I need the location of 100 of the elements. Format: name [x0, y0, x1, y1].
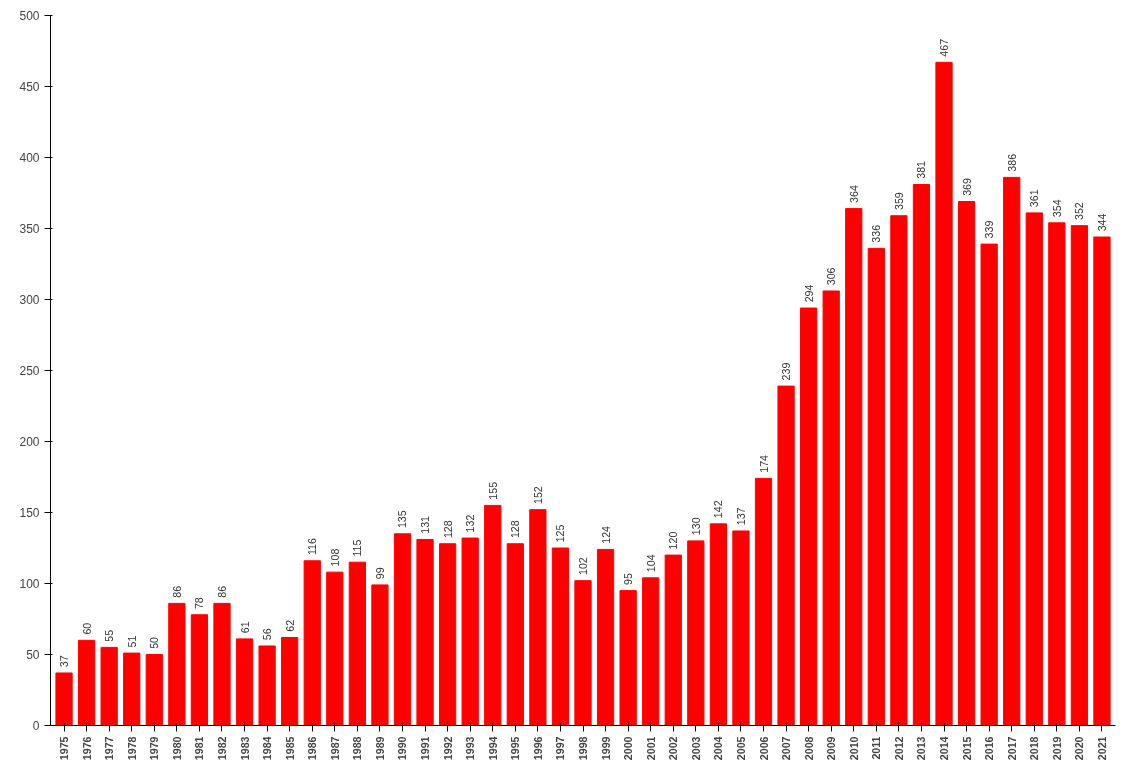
bar	[732, 530, 750, 726]
x-tick-label: 2018	[1028, 736, 1041, 761]
data-label: 381	[915, 160, 928, 179]
bar	[506, 543, 524, 726]
bar	[596, 548, 615, 726]
x-tick-label: 2019	[1050, 736, 1063, 761]
x-tick-label: 1993	[464, 736, 477, 761]
data-label: 124	[599, 525, 612, 544]
x-tick-label: 1996	[531, 736, 544, 761]
y-tick-label: 0	[32, 719, 40, 733]
bar	[123, 652, 141, 726]
x-tick-label: 1991	[419, 736, 432, 761]
x-tick-label: 1976	[80, 736, 93, 761]
data-label: 56	[261, 628, 274, 641]
x-tick-label: 1994	[486, 736, 499, 761]
x-tick-label: 2001	[644, 736, 657, 761]
data-label: 104	[644, 554, 657, 573]
x-tick-label: 1984	[261, 736, 274, 761]
data-label: 294	[802, 284, 815, 303]
bar	[980, 243, 998, 726]
x-tick-label: 2000	[622, 736, 635, 761]
data-label: 37	[58, 655, 71, 668]
x-tick-label: 2017	[1005, 736, 1018, 761]
data-label: 128	[441, 520, 454, 539]
data-label: 354	[1050, 199, 1063, 218]
bar	[935, 61, 953, 726]
data-label: 99	[373, 567, 386, 580]
bar	[484, 504, 502, 726]
bar	[145, 654, 163, 726]
data-label: 386	[1005, 153, 1018, 172]
bar	[213, 602, 231, 726]
x-tick-label: 1986	[306, 736, 319, 761]
x-tick-label: 1989	[373, 736, 386, 761]
data-label: 61	[238, 621, 251, 634]
data-label: 78	[193, 597, 206, 610]
x-tick-label: 1990	[396, 736, 409, 761]
bar	[845, 208, 863, 726]
data-label: 132	[464, 514, 477, 533]
x-tick-label: 2010	[847, 736, 860, 761]
data-label: 55	[103, 629, 116, 642]
x-tick-label: 2014	[938, 736, 951, 761]
data-label: 116	[306, 538, 319, 556]
x-tick-label: 2002	[667, 736, 680, 761]
data-label: 361	[1028, 189, 1041, 208]
bar	[754, 477, 773, 726]
x-tick-label: 2015	[960, 736, 973, 761]
x-tick-label: 2005	[734, 736, 747, 761]
data-label: 174	[757, 454, 770, 473]
bar	[1025, 212, 1043, 726]
data-label: 135	[396, 510, 409, 529]
bar	[529, 509, 547, 726]
bar	[642, 577, 660, 726]
x-tick-label: 2003	[689, 736, 702, 761]
y-tick-label: 400	[19, 151, 40, 165]
data-label: 467	[938, 38, 951, 57]
data-label: 369	[960, 177, 973, 196]
bar	[326, 571, 344, 726]
x-tick-label: 2008	[802, 736, 815, 761]
y-tick-label: 450	[19, 80, 40, 94]
bar	[393, 533, 412, 726]
data-label: 86	[215, 585, 228, 598]
bar	[709, 523, 727, 726]
data-label: 125	[554, 524, 567, 543]
bar	[77, 639, 96, 726]
bar	[1003, 176, 1021, 726]
data-label: 339	[983, 220, 996, 239]
y-tick-label: 250	[19, 364, 40, 378]
bar	[1070, 225, 1089, 726]
x-tick-label: 1987	[328, 736, 341, 761]
bar	[371, 584, 389, 726]
bar	[100, 646, 118, 726]
bar	[348, 561, 366, 726]
data-label: 344	[1095, 213, 1108, 232]
data-label: 239	[780, 362, 793, 381]
x-tick-label: 1995	[509, 736, 522, 761]
data-label: 86	[170, 585, 183, 598]
data-label: 108	[328, 548, 341, 567]
data-label: 128	[509, 520, 522, 539]
data-label: 142	[712, 500, 725, 519]
y-tick-label: 100	[19, 577, 40, 591]
y-tick-label: 300	[19, 293, 40, 307]
x-tick-label: 1979	[148, 736, 161, 761]
x-tick-label: 2009	[825, 736, 838, 761]
bar	[957, 201, 976, 726]
x-tick-label: 1978	[125, 736, 138, 761]
bar	[777, 385, 795, 726]
data-label: 95	[622, 572, 635, 585]
y-tick-label: 350	[19, 222, 40, 236]
x-tick-label: 2011	[870, 736, 883, 760]
y-tick-label: 200	[19, 435, 40, 449]
bar	[1048, 222, 1066, 726]
x-tick-label: 2021	[1095, 736, 1108, 761]
bar	[168, 602, 186, 726]
bar	[687, 540, 705, 726]
data-label: 352	[1073, 202, 1086, 220]
data-label: 62	[283, 619, 296, 632]
x-tick-label: 2012	[892, 736, 905, 761]
bar	[1093, 236, 1111, 726]
data-label: 51	[125, 635, 138, 648]
x-tick-label: 2013	[915, 736, 928, 761]
